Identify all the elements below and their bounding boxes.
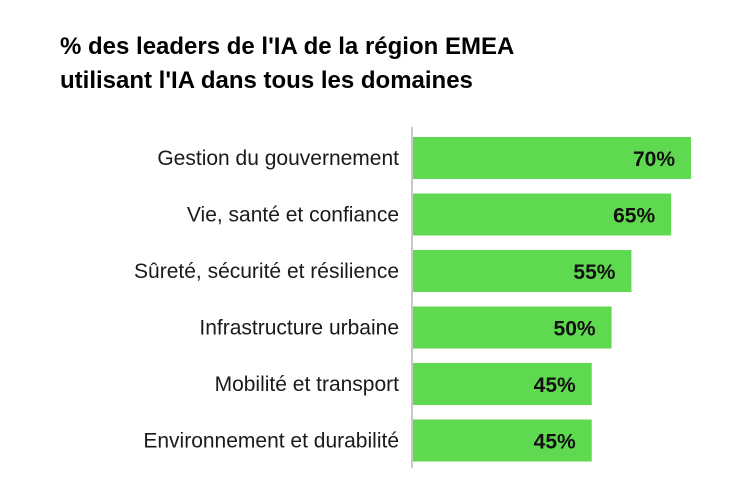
category-label-5: Environnement et durabilité (143, 430, 399, 453)
value-label-0: 70% (633, 148, 675, 171)
chart-title: % des leaders de l'IA de la région EMEA … (60, 30, 514, 98)
value-label-2: 55% (573, 261, 615, 284)
value-label-5: 45% (534, 431, 576, 454)
bar-4 (413, 363, 592, 405)
value-label-1: 65% (613, 205, 655, 228)
value-label-3: 50% (554, 318, 596, 341)
bar-2 (413, 250, 632, 292)
category-label-3: Infrastructure urbaine (199, 317, 399, 340)
value-label-4: 45% (534, 374, 576, 397)
chart-title-line-1: % des leaders de l'IA de la région EMEA (60, 33, 515, 60)
bar-5 (413, 419, 592, 462)
chart-title-line-2: utilisant l'IA dans tous les domaines (60, 67, 473, 94)
category-label-4: Mobilité et transport (215, 373, 400, 396)
bar-0 (413, 137, 691, 179)
bar-1 (413, 193, 672, 236)
category-label-2: Sûreté, sécurité et résilience (134, 260, 399, 283)
category-label-1: Vie, santé et confiance (187, 204, 399, 227)
bar-3 (413, 306, 612, 349)
category-label-0: Gestion du gouvernement (157, 147, 399, 170)
